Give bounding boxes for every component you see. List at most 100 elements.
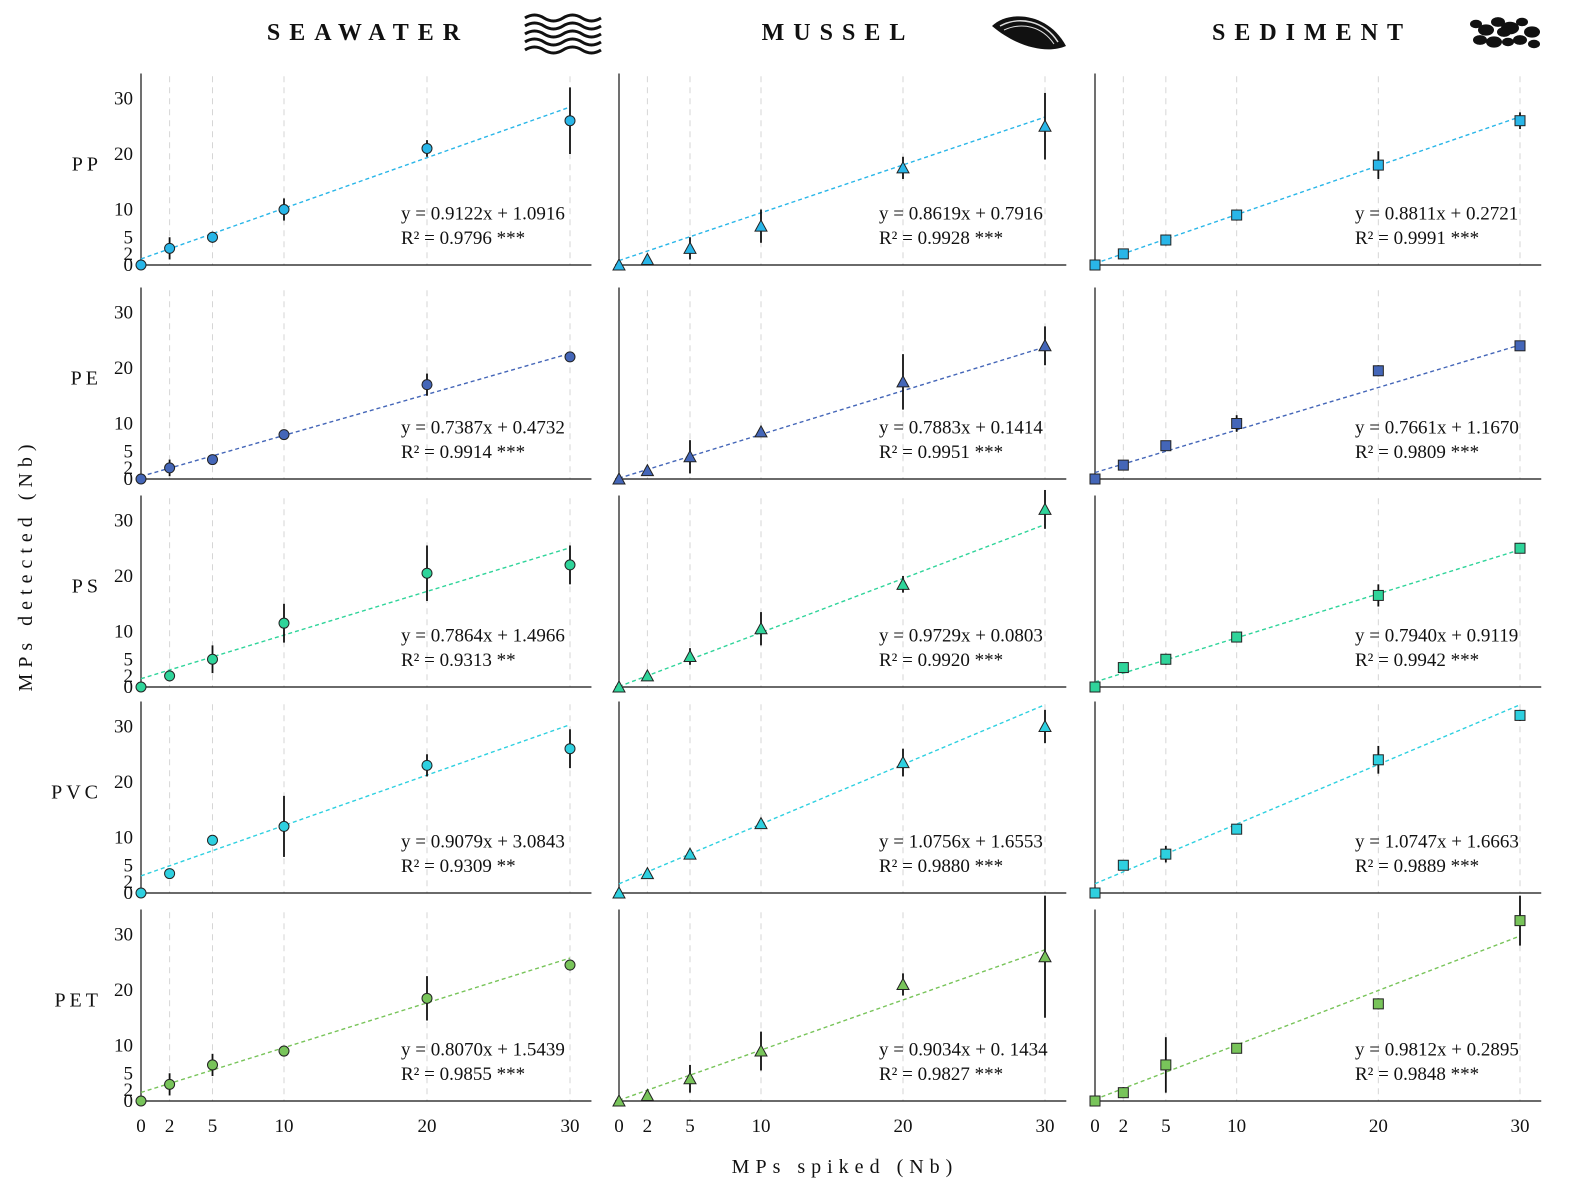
data-point <box>1038 502 1052 515</box>
data-point <box>164 462 176 474</box>
data-point <box>164 242 176 254</box>
y-tick-label: 0 <box>124 469 134 490</box>
data-point <box>896 374 910 388</box>
r-squared-label: R² = 0.9928 *** <box>879 228 1003 249</box>
x-tick-label: 5 <box>1161 1116 1171 1137</box>
y-tick-label: 10 <box>114 828 133 849</box>
data-point <box>1117 859 1129 871</box>
data-point <box>1089 681 1101 693</box>
regression-equation: y = 0.7940x + 0.9119 <box>1355 625 1518 646</box>
data-point <box>564 743 576 755</box>
x-tick-label: 10 <box>1227 1116 1246 1137</box>
regression-line <box>618 116 1046 262</box>
regression-equation: y = 0.7864x + 1.4966 <box>401 625 565 646</box>
x-tick-label: 20 <box>1369 1116 1388 1137</box>
y-tick-label: 0 <box>124 255 134 276</box>
regression-line <box>140 547 571 680</box>
data-point <box>683 847 697 860</box>
data-point <box>1231 631 1243 643</box>
data-point <box>207 454 218 466</box>
data-point <box>135 681 147 693</box>
data-point <box>1514 340 1526 352</box>
r-squared-label: R² = 0.9313 ** <box>401 650 516 671</box>
y-tick-label: 2 <box>124 458 134 479</box>
mussel-ridge <box>999 20 1059 43</box>
row-label-pe: PE <box>71 368 102 390</box>
panel-pp-mussel: y = 0.8619x + 0.7916 R² = 0.9928 *** <box>612 73 1067 271</box>
data-point <box>1160 440 1172 452</box>
y-tick-label: 2 <box>124 1080 134 1101</box>
data-point <box>683 649 697 662</box>
column-headers: SEAWATER MUSSEL SEDIMENT <box>267 13 1540 55</box>
regression-equation: y = 1.0756x + 1.6553 <box>879 831 1043 852</box>
r-squared-label: R² = 0.9855 *** <box>401 1064 525 1085</box>
data-point <box>1089 1095 1101 1107</box>
data-point <box>1372 754 1384 766</box>
y-tick-label: 20 <box>114 566 133 587</box>
data-point <box>754 1044 768 1057</box>
data-point <box>1160 653 1172 665</box>
data-point <box>754 621 768 635</box>
regression-equation: y = 0.9034x + 0. 1434 <box>879 1039 1048 1060</box>
data-point <box>612 471 626 485</box>
data-point <box>640 252 655 265</box>
data-point <box>135 887 147 899</box>
y-tick-label: 2 <box>124 666 134 687</box>
x-tick-label: 0 <box>1090 1116 1100 1137</box>
y-tick-label: 20 <box>114 772 133 793</box>
y-tick-label: 30 <box>114 303 133 324</box>
x-tick-label: 30 <box>1036 1116 1055 1137</box>
regression-line <box>1094 935 1521 1101</box>
regression-equation: y = 0.9122x + 1.0916 <box>401 203 565 224</box>
x-tick-label: 0 <box>614 1116 624 1137</box>
data-point <box>640 463 655 477</box>
data-point <box>564 959 576 971</box>
x-axis-title: MPs spiked (Nb) <box>732 1156 959 1178</box>
data-point <box>1231 209 1243 221</box>
sediment-grain <box>1478 24 1494 36</box>
r-squared-label: R² = 0.9809 *** <box>1355 442 1479 463</box>
data-point <box>896 160 910 174</box>
sediment-grain <box>1513 35 1527 45</box>
data-point <box>421 992 433 1004</box>
y-tick-label: 10 <box>114 414 133 435</box>
data-point <box>207 834 218 846</box>
row-label-pp: PP <box>72 154 102 176</box>
x-tick-label: 10 <box>275 1116 294 1137</box>
r-squared-label: R² = 0.9880 *** <box>879 856 1003 877</box>
wave-line <box>524 21 602 31</box>
data-point <box>1231 823 1243 835</box>
data-point <box>164 868 176 880</box>
data-point <box>207 1059 218 1071</box>
r-squared-label: R² = 0.9951 *** <box>879 442 1003 463</box>
r-squared-label: R² = 0.9827 *** <box>879 1064 1003 1085</box>
sediment-grain <box>1528 39 1540 49</box>
data-point <box>1514 115 1526 127</box>
y-tick-label: 5 <box>124 1063 134 1084</box>
data-point <box>564 351 576 363</box>
data-point <box>1231 1042 1243 1054</box>
panel-pvc-seawater: 025 10 20 30 PVC y = 0.9079x + 3.0843 R² = 0.9… <box>51 701 592 904</box>
regression-equation: y = 0.8070x + 1.5439 <box>401 1039 565 1060</box>
wave-line <box>524 45 602 55</box>
data-point <box>421 567 433 579</box>
data-point <box>1117 1087 1129 1099</box>
regression-line <box>140 352 571 478</box>
mussel-shell-icon <box>992 16 1066 50</box>
sediment-grain <box>1486 36 1502 48</box>
r-squared-label: R² = 0.9309 ** <box>401 856 516 877</box>
data-point <box>1160 848 1172 860</box>
r-squared-label: R² = 0.9942 *** <box>1355 650 1479 671</box>
data-point <box>640 1088 655 1101</box>
column-title-seawater: SEAWATER <box>267 20 469 46</box>
row-label-pvc: PVC <box>51 782 102 804</box>
panel-pp-seawater: 025 10 20 30 PP y = 0.9122x + 1.0916 R² = 0.97… <box>72 73 592 276</box>
x-tick-label: 30 <box>1511 1116 1530 1137</box>
y-tick-label: 20 <box>114 144 133 165</box>
regression-line <box>618 346 1046 479</box>
r-squared-label: R² = 0.9920 *** <box>879 650 1003 671</box>
data-point <box>1514 915 1526 927</box>
data-point <box>1038 949 1052 963</box>
